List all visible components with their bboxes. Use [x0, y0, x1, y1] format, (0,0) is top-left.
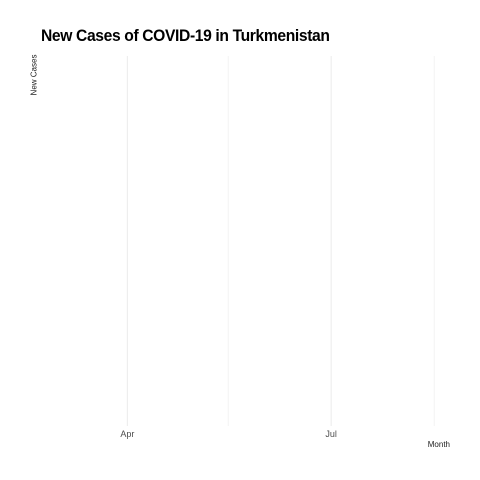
- x-tick-label-0: Apr: [120, 429, 134, 439]
- x-tick-label-2: Jul: [325, 429, 337, 439]
- chart-title: New Cases of COVID-19 in Turkmenistan: [41, 26, 330, 45]
- x-axis-label: Month: [427, 440, 450, 449]
